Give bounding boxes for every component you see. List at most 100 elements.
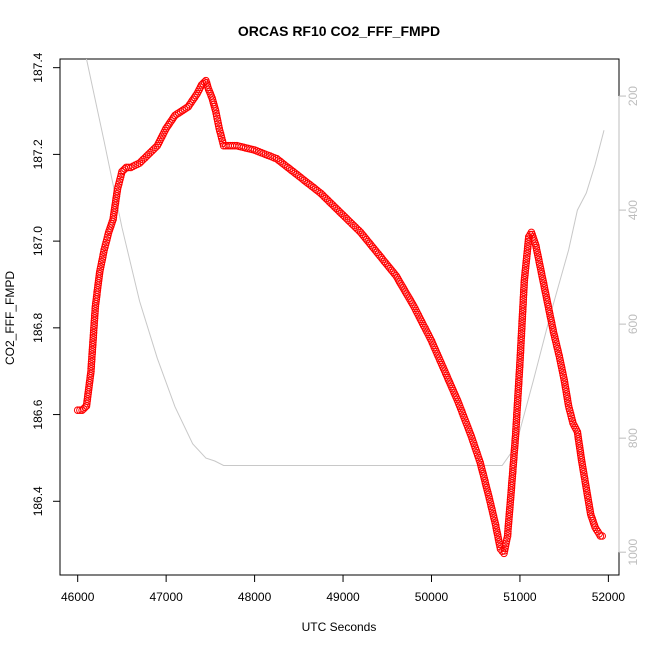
data-point xyxy=(509,463,517,471)
data-point xyxy=(512,420,521,429)
data-point xyxy=(517,334,526,343)
data-point xyxy=(515,377,523,386)
data-point xyxy=(90,316,99,325)
data-point xyxy=(598,532,607,540)
data-point xyxy=(503,532,512,540)
data-point xyxy=(517,341,525,350)
y2-tick-label: 800 xyxy=(626,428,640,448)
data-point xyxy=(87,365,95,373)
data-point xyxy=(519,290,528,299)
data-point xyxy=(517,339,525,347)
data-point xyxy=(164,120,173,129)
data-point xyxy=(514,380,523,388)
data-point xyxy=(515,363,524,372)
data-point xyxy=(87,367,95,376)
data-point xyxy=(512,425,520,433)
data-point xyxy=(515,375,523,384)
y-tick-label: 187.0 xyxy=(31,226,45,256)
data-point xyxy=(518,320,526,328)
x-axis: 46000 47000 48000 49000 50000 51000 52000 xyxy=(61,574,625,604)
x-tick-label: 46000 xyxy=(61,590,95,604)
data-point xyxy=(507,486,516,495)
secondary-line xyxy=(86,58,605,466)
data-point xyxy=(524,242,532,251)
data-point xyxy=(575,437,583,446)
y-tick-label: 187.2 xyxy=(31,139,45,169)
data-point xyxy=(523,249,531,258)
y-tick-label: 186.8 xyxy=(31,313,45,343)
data-point xyxy=(89,340,97,349)
data-points xyxy=(73,76,607,558)
data-point xyxy=(511,439,519,448)
data-point xyxy=(515,368,524,376)
data-point xyxy=(180,105,189,113)
y2-tick-label: 400 xyxy=(626,200,640,220)
data-point xyxy=(505,508,514,516)
data-point xyxy=(513,399,522,407)
data-point xyxy=(522,261,530,270)
data-point xyxy=(506,496,515,504)
data-point xyxy=(520,276,529,284)
data-point xyxy=(512,413,521,422)
data-point xyxy=(89,336,97,344)
data-point xyxy=(514,392,522,400)
data-point xyxy=(574,430,582,439)
data-point xyxy=(90,324,98,332)
data-point xyxy=(519,300,527,309)
data-point xyxy=(516,361,524,369)
x-tick-label: 47000 xyxy=(149,590,183,604)
data-point xyxy=(509,467,517,476)
data-point xyxy=(390,270,399,278)
data-point xyxy=(516,351,525,360)
data-point xyxy=(517,332,526,340)
data-point xyxy=(504,527,512,536)
y-tick-label: 187.4 xyxy=(31,52,45,82)
y-axis: 186.4 186.6 186.8 187.0 187.2 187.4 xyxy=(31,52,61,516)
data-point xyxy=(507,481,516,490)
data-point xyxy=(520,278,529,287)
data-point xyxy=(514,389,522,398)
data-point xyxy=(88,352,96,361)
data-point xyxy=(522,257,531,265)
data-point xyxy=(521,271,529,280)
data-point xyxy=(89,333,98,342)
data-point xyxy=(518,315,527,323)
data-point xyxy=(514,394,522,403)
data-point xyxy=(88,355,96,364)
data-point xyxy=(512,418,521,426)
data-point xyxy=(518,307,527,316)
data-point xyxy=(509,458,518,466)
data-point xyxy=(516,356,524,364)
data-point xyxy=(505,510,514,519)
data-point xyxy=(523,245,532,253)
data-point xyxy=(519,303,527,311)
data-point xyxy=(513,396,522,405)
data-point xyxy=(517,336,525,345)
data-point xyxy=(518,317,526,326)
data-point xyxy=(173,110,181,118)
data-point xyxy=(504,517,513,526)
data-point xyxy=(90,312,99,320)
data-point xyxy=(90,319,98,327)
x-axis-label: UTC Seconds xyxy=(302,620,377,634)
data-point xyxy=(513,401,522,410)
y2-tick-label: 200 xyxy=(626,86,640,106)
data-point xyxy=(504,529,512,538)
data-point xyxy=(504,524,512,533)
data-point xyxy=(87,362,96,371)
data-point xyxy=(515,370,524,379)
data-point xyxy=(520,273,529,282)
data-point xyxy=(575,442,584,450)
data-point xyxy=(512,415,521,424)
data-point xyxy=(88,350,96,359)
data-point xyxy=(93,283,102,292)
data-point xyxy=(392,272,400,280)
data-point xyxy=(398,282,406,290)
data-point xyxy=(523,252,531,260)
data-point xyxy=(505,505,514,514)
data-point xyxy=(518,322,526,331)
data-point xyxy=(189,95,198,104)
data-point xyxy=(510,453,518,462)
x-tick-label: 49000 xyxy=(326,590,360,604)
data-point xyxy=(519,305,527,314)
